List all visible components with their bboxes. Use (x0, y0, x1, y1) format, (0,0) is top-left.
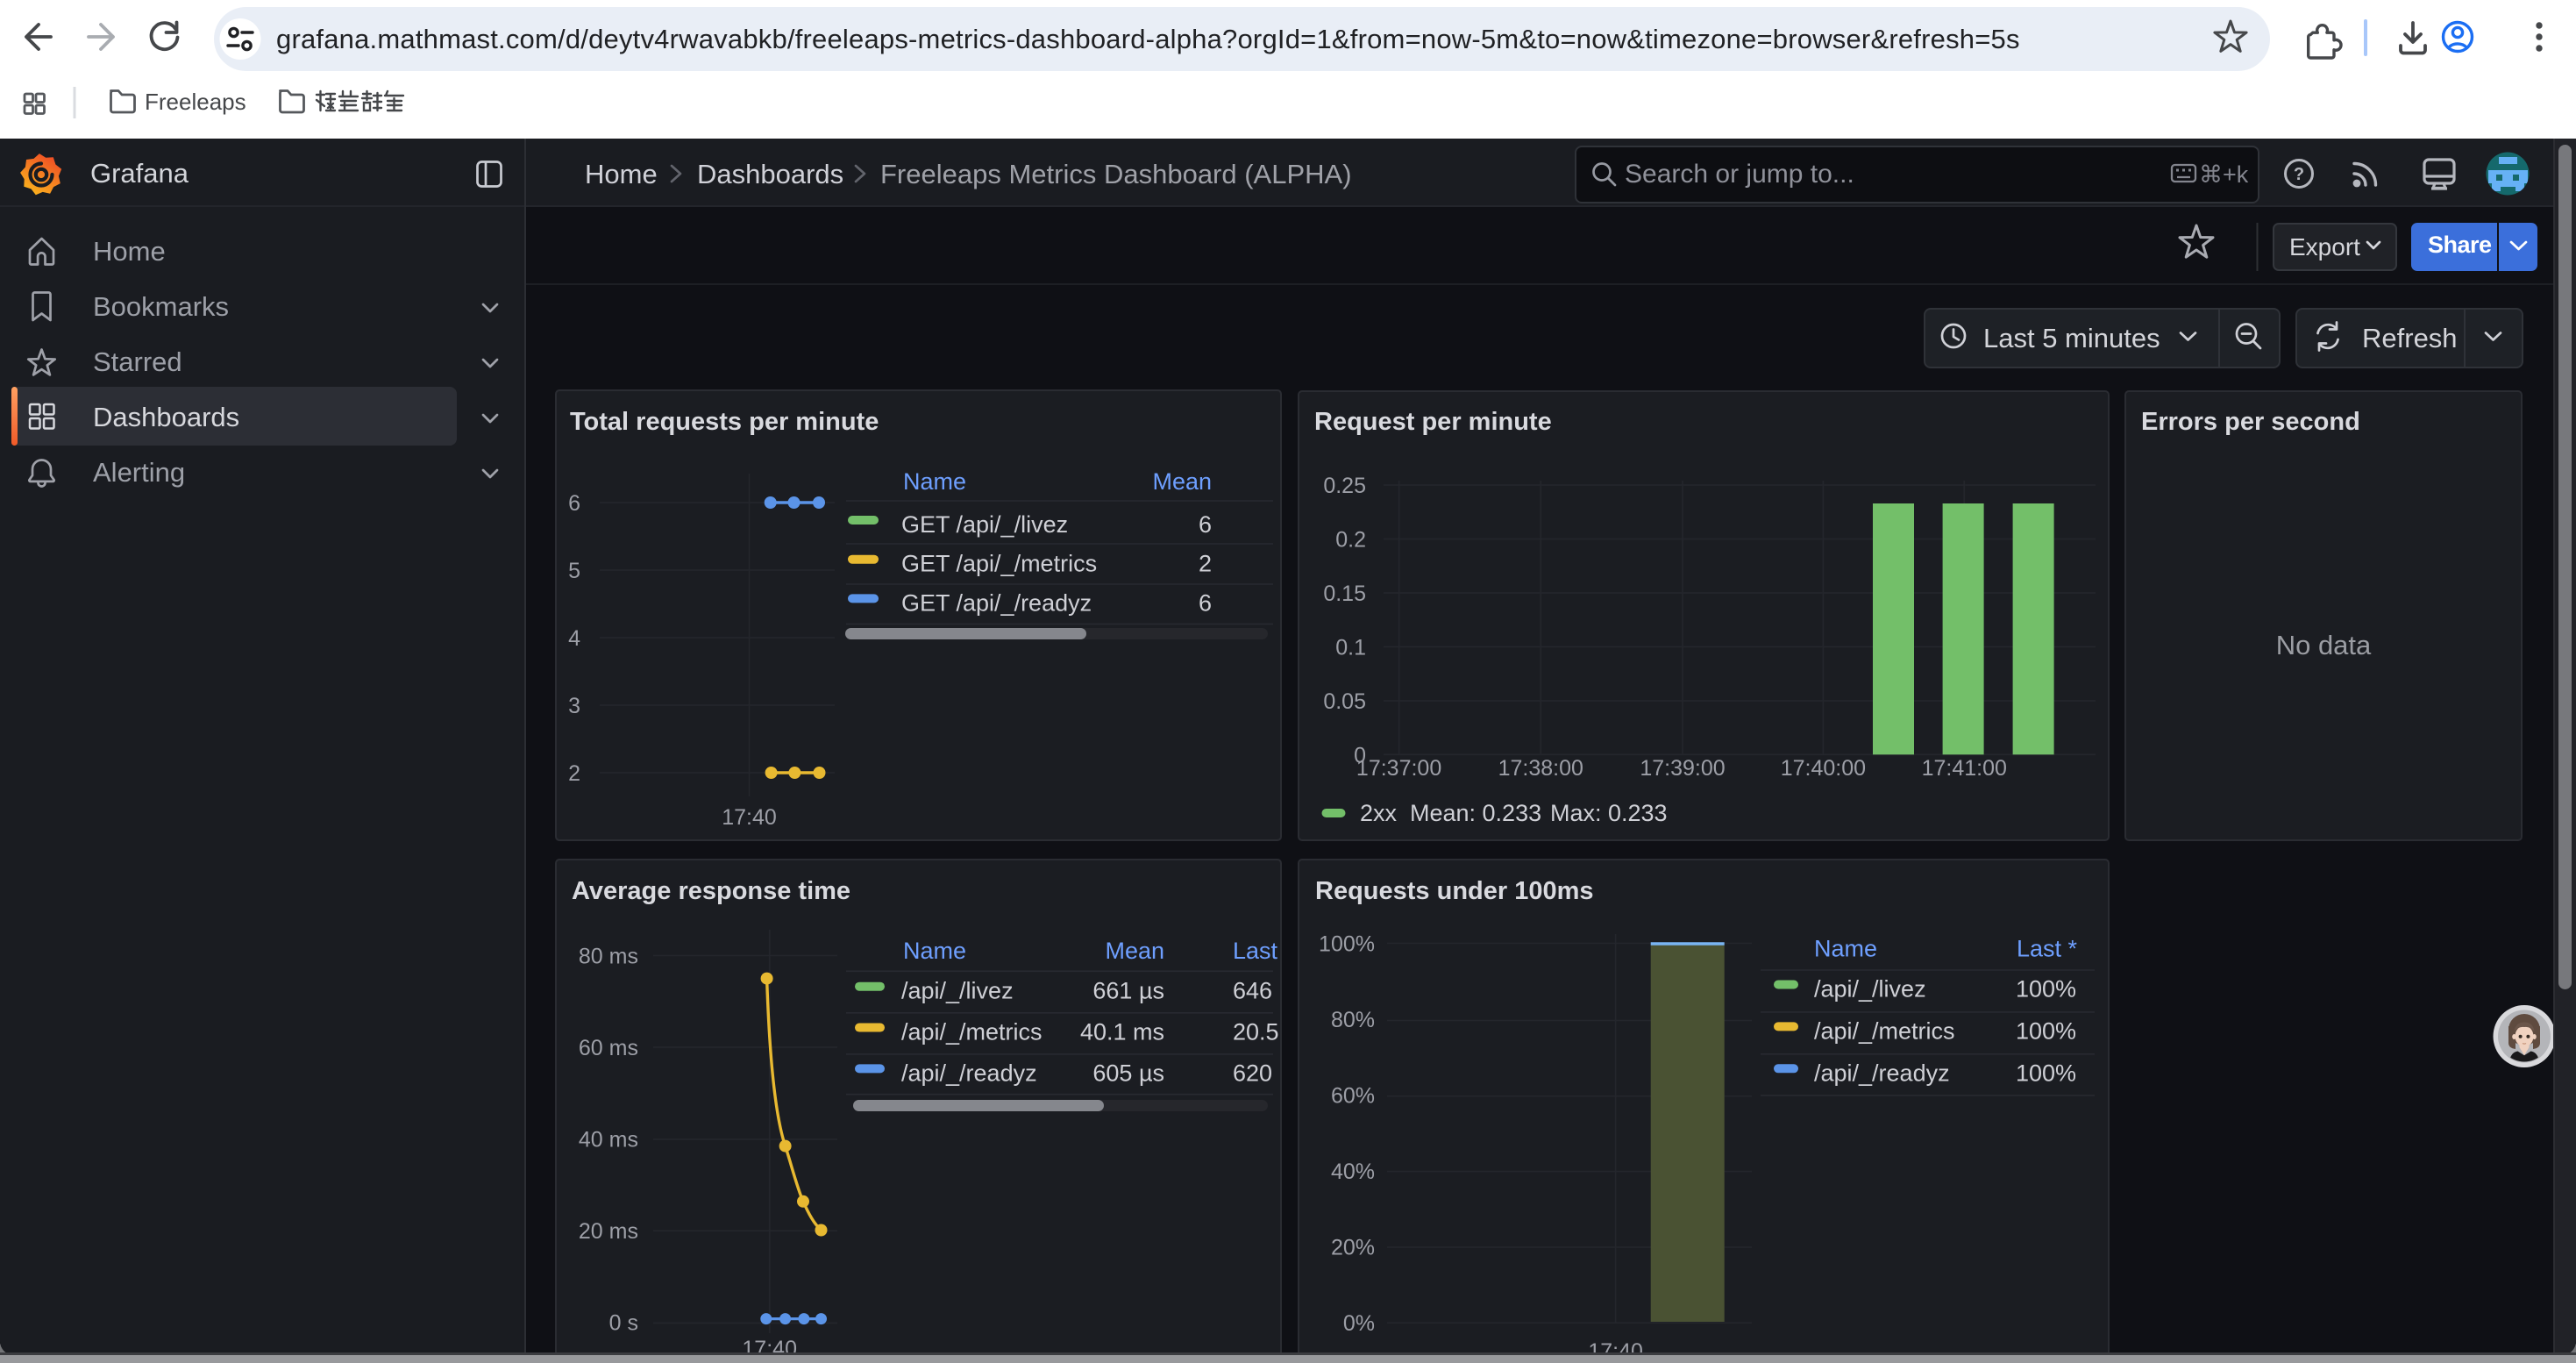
svg-text:0.25: 0.25 (1323, 474, 1366, 498)
svg-text:Last *: Last * (2017, 936, 2078, 962)
svg-text:/api/_/readyz: /api/_/readyz (1814, 1060, 1950, 1086)
svg-text:/api/_/metrics: /api/_/metrics (1814, 1017, 1955, 1044)
svg-text:GET /api/_/metrics: GET /api/_/metrics (901, 551, 1097, 577)
svg-text:3: 3 (568, 694, 580, 718)
svg-text:Name: Name (903, 938, 966, 964)
svg-text:Errors per second: Errors per second (2141, 408, 2360, 436)
svg-text:17:40: 17:40 (722, 805, 777, 830)
svg-text:17:41:00: 17:41:00 (1922, 756, 2007, 781)
svg-text:17:40: 17:40 (742, 1337, 797, 1355)
svg-text:100%: 100% (2016, 1017, 2076, 1044)
svg-text:No data: No data (2276, 630, 2372, 660)
svg-text:Total requests per minute: Total requests per minute (570, 408, 879, 436)
svg-text:Last *: Last * (1233, 938, 1294, 964)
svg-text:6: 6 (568, 491, 580, 516)
svg-text:60%: 60% (1331, 1084, 1375, 1109)
svg-text:0.1: 0.1 (1335, 635, 1366, 660)
svg-text:100%: 100% (2016, 976, 2076, 1003)
svg-text:20 ms: 20 ms (579, 1219, 638, 1244)
svg-text:GET /api/_/readyz: GET /api/_/readyz (901, 589, 1092, 616)
svg-text:2xx: 2xx (1360, 800, 1398, 826)
svg-text:2: 2 (568, 761, 580, 786)
svg-text:17:38:00: 17:38:00 (1498, 756, 1583, 781)
svg-text:60 ms: 60 ms (579, 1036, 638, 1060)
svg-text:0%: 0% (1343, 1311, 1375, 1336)
svg-text:/api/_/livez: /api/_/livez (1814, 976, 1926, 1003)
svg-text:661 µs: 661 µs (1092, 978, 1164, 1004)
svg-text:Name: Name (903, 468, 966, 495)
svg-text:80 ms: 80 ms (579, 945, 638, 969)
svg-text:Max: 0.233: Max: 0.233 (1550, 800, 1668, 826)
svg-text:/api/_/readyz: /api/_/readyz (901, 1060, 1037, 1086)
svg-text:40.1 ms: 40.1 ms (1080, 1019, 1164, 1045)
svg-text:20.5 ms: 20.5 ms (1233, 1019, 1317, 1045)
svg-text:40 ms: 40 ms (579, 1128, 638, 1152)
svg-text:620 µs: 620 µs (1233, 1060, 1305, 1086)
svg-text:17:39:00: 17:39:00 (1640, 756, 1725, 781)
svg-text:0: 0 (1354, 743, 1366, 767)
svg-text:646 µs: 646 µs (1233, 978, 1305, 1004)
svg-text:20%: 20% (1331, 1236, 1375, 1260)
svg-text:Mean: 0.233: Mean: 0.233 (1410, 800, 1541, 826)
svg-text:4: 4 (568, 626, 580, 651)
svg-text:Name: Name (1814, 936, 1877, 962)
svg-text:40%: 40% (1331, 1160, 1375, 1184)
svg-text:Mean: Mean (1152, 468, 1212, 495)
svg-text:/api/_/metrics: /api/_/metrics (901, 1019, 1042, 1045)
svg-text:2: 2 (1199, 551, 1212, 577)
svg-text:GET /api/_/livez: GET /api/_/livez (901, 511, 1068, 538)
svg-text:17:40: 17:40 (1588, 1339, 1643, 1355)
svg-text:605 µs: 605 µs (1092, 1060, 1164, 1086)
svg-text:0.15: 0.15 (1323, 582, 1366, 606)
svg-text:Requests under 100ms: Requests under 100ms (1315, 877, 1594, 905)
svg-text:0.2: 0.2 (1335, 527, 1366, 552)
svg-text:6: 6 (1199, 589, 1212, 616)
svg-text:5: 5 (568, 559, 580, 583)
svg-text:6: 6 (1199, 511, 1212, 538)
svg-text:0 s: 0 s (609, 1311, 638, 1336)
svg-text:Average response time: Average response time (572, 877, 850, 905)
svg-text:/api/_/livez: /api/_/livez (901, 978, 1014, 1004)
svg-text:100%: 100% (2016, 1060, 2076, 1086)
svg-text:?: ? (2294, 165, 2304, 184)
svg-text:Request per minute: Request per minute (1314, 408, 1552, 436)
svg-text:17:40:00: 17:40:00 (1781, 756, 1866, 781)
svg-text:17:37:00: 17:37:00 (1356, 756, 1441, 781)
svg-text:0.05: 0.05 (1323, 689, 1366, 714)
svg-text:100%: 100% (1319, 932, 1375, 957)
svg-text:Mean: Mean (1105, 938, 1164, 964)
svg-text:80%: 80% (1331, 1008, 1375, 1032)
